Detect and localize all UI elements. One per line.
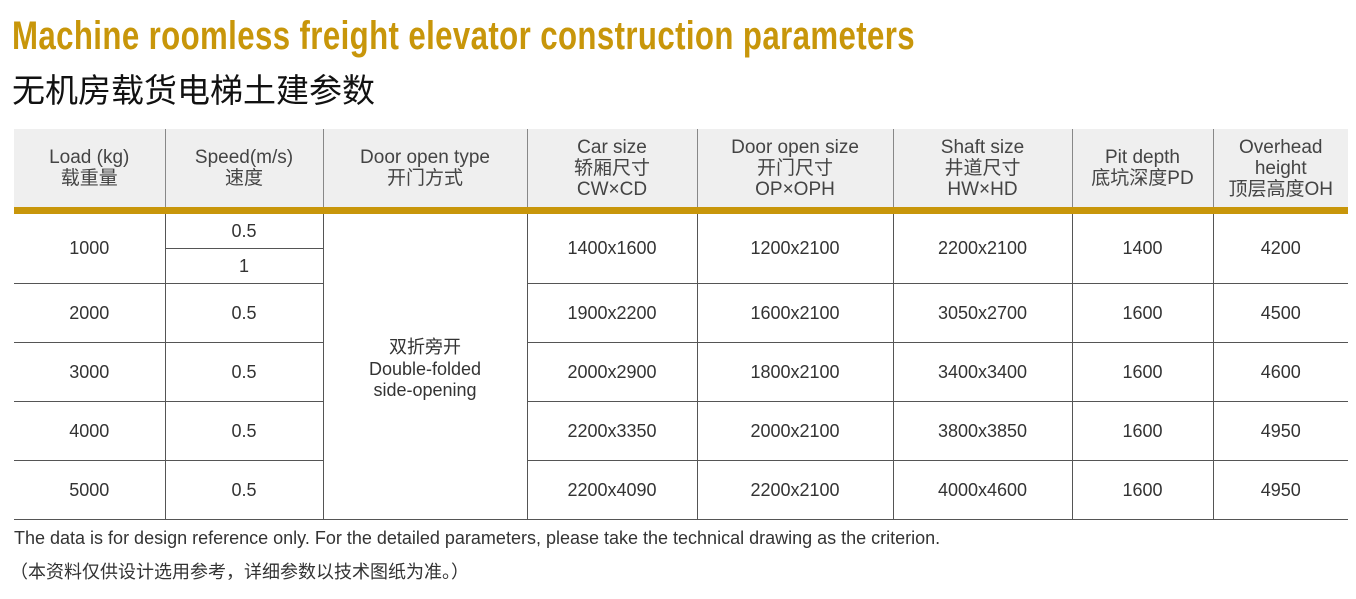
header-line: OP×OPH [755,178,835,200]
parameters-table: Load (kg) 载重量 Speed(m/s) 速度 Door open type 开门… [14,129,1348,520]
load-cell: 1000 [14,214,165,284]
footnote-chinese: （本资料仅供设计选用参考，详细参数以技术图纸为准。） [10,562,469,582]
header-line: CW×CD [576,178,648,200]
header-shaft-size: Shaft size 井道尺寸 HW×HD [892,129,1072,207]
door-cell: 1800x2100 [696,342,893,402]
door-type-line: 双折旁开 [389,336,461,357]
door-type-cell: 双折旁开 Double-folded side-opening [322,214,527,520]
speed-cell: 0.5 [164,214,323,249]
table-row: 1000 0.5 双折旁开 Double-folded side-opening 1400… [14,214,1348,520]
header-car-size: Car size 轿厢尺寸 CW×CD [526,129,697,207]
header-line: 轿厢尺寸 [573,157,650,179]
header-pit-depth: Pit depth 底坑深度PD [1071,129,1213,207]
car-cell: 2000x2900 [526,342,697,402]
door-type-line: Double-folded [368,358,482,379]
shaft-cell: 3800x3850 [892,401,1072,461]
car-cell: 2200x4090 [526,460,697,520]
table-row: 4000 0.5 2200x3350 2000x2100 3800x3850 1600 49… [14,401,1348,461]
shaft-cell: 3400x3400 [892,342,1072,402]
header-speed: Speed(m/s) 速度 [164,129,323,207]
load-cell: 5000 [14,460,165,520]
pit-cell: 1600 [1071,401,1213,461]
door-cell: 2000x2100 [696,401,893,461]
header-line: height [1254,157,1307,179]
table-row: 3000 0.5 2000x2900 1800x2100 3400x3400 1600 46… [14,342,1348,402]
car-cell: 1400x1600 [526,214,697,284]
header-line: 开门尺寸 [756,157,833,179]
shaft-cell: 3050x2700 [892,283,1072,343]
car-cell: 1900x2200 [526,283,697,343]
door-cell: 1600x2100 [696,283,893,343]
header-line: Door open size [731,136,859,158]
speed-cell: 0.5 [164,283,323,343]
overhead-cell: 4600 [1212,342,1348,402]
table-header: Load (kg) 载重量 Speed(m/s) 速度 Door open type 开门… [14,129,1348,207]
pit-cell: 1600 [1071,460,1213,520]
speed-cell: 1 [164,248,323,284]
header-line: 载重量 [60,168,118,189]
door-type-line: side-opening [373,379,477,400]
pit-cell: 1400 [1071,214,1213,284]
shaft-cell: 4000x4600 [892,460,1072,520]
load-cell: 3000 [14,342,165,402]
header-line: Door open type [360,147,490,168]
title-english: Machine roomless freight elevator constr… [12,14,916,58]
header-line: Speed(m/s) [194,147,294,168]
header-line: 开门方式 [386,168,463,189]
load-cell: 4000 [14,401,165,461]
pit-cell: 1600 [1071,342,1213,402]
table-row: 5000 0.5 2200x4090 2200x2100 4000x4600 1600 49… [14,460,1348,520]
door-cell: 2200x2100 [696,460,893,520]
header-line: Car size [577,136,647,158]
title-chinese: 无机房载货电梯土建参数 [12,71,375,110]
header-line: Overhead [1239,136,1323,158]
table-row: 2000 0.5 1900x2200 1600x2100 3050x2700 1600 45… [14,283,1348,343]
shaft-cell: 2200x2100 [892,214,1072,284]
overhead-cell: 4950 [1212,460,1348,520]
pit-cell: 1600 [1071,283,1213,343]
overhead-cell: 4500 [1212,283,1348,343]
footnote-english: The data is for design reference only. F… [14,528,941,548]
header-line: HW×HD [947,178,1018,200]
header-line: 底坑深度PD [1091,168,1194,189]
header-door-type: Door open type 开门方式 [322,129,527,207]
header-door-size: Door open size 开门尺寸 OP×OPH [696,129,893,207]
door-cell: 1200x2100 [696,214,893,284]
speed-cell: 0.5 [164,460,323,520]
speed-cell: 0.5 [164,342,323,402]
speed-cell: 0.5 [164,401,323,461]
header-line: Pit depth [1105,147,1180,168]
header-line: 井道尺寸 [944,157,1021,179]
load-cell: 2000 [14,283,165,343]
overhead-cell: 4200 [1212,214,1348,284]
header-overhead-height: Overhead height 顶层高度OH [1212,129,1348,207]
header-line: Load (kg) [49,147,130,168]
car-cell: 2200x3350 [526,401,697,461]
header-line: Shaft size [940,136,1025,158]
gold-divider [14,207,1348,214]
header-line: 速度 [224,168,263,189]
header-line: 顶层高度OH [1228,178,1333,200]
overhead-cell: 4950 [1212,401,1348,461]
table-subrow: 1 [14,248,1348,284]
header-load: Load (kg) 载重量 [14,129,165,207]
